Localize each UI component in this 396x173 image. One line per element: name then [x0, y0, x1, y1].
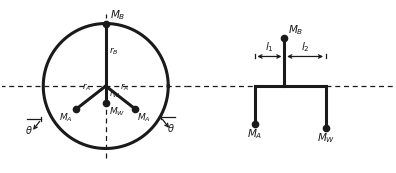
Text: $M_B$: $M_B$	[288, 24, 304, 37]
Text: $M_B$: $M_B$	[110, 8, 125, 21]
Text: $M_A$: $M_A$	[59, 111, 73, 124]
Text: $r_W$: $r_W$	[109, 89, 120, 100]
Text: $\theta$: $\theta$	[167, 122, 175, 134]
Text: $l_1$: $l_1$	[265, 40, 274, 53]
Text: $M_A$: $M_A$	[247, 128, 262, 142]
Text: $r_A$: $r_A$	[120, 81, 129, 93]
Text: $M_W$: $M_W$	[317, 132, 335, 145]
Text: $M_A$: $M_A$	[137, 111, 151, 124]
Text: $r_A$: $r_A$	[82, 81, 91, 93]
Text: $l_2$: $l_2$	[301, 40, 310, 53]
Text: $M_W$: $M_W$	[109, 106, 125, 118]
Text: $\theta$: $\theta$	[25, 124, 33, 136]
Text: $r_B$: $r_B$	[109, 46, 118, 57]
